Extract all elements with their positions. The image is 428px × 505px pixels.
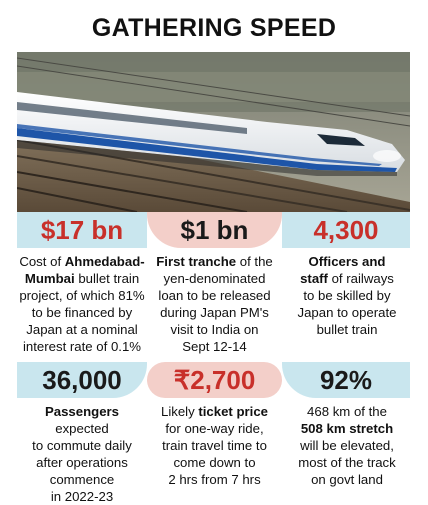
stat-cell-ticket-price: ₹2,700 — [147, 362, 282, 398]
desc-cost-text-e: project, of which 81% — [19, 288, 145, 303]
desc-cost-text-g: Japan at a nominal — [26, 322, 138, 337]
desc-officers-text-f: bullet train — [316, 322, 378, 337]
desc-passengers-text-e: commence — [49, 472, 115, 487]
desc-tranche-text-b: of the — [236, 254, 273, 269]
desc-elevated-text-d: most of the track — [298, 455, 396, 470]
desc-ticket-price: Likely ticket price for one-way ride, tr… — [147, 403, 282, 488]
desc-officers-text-e: Japan to operate — [297, 305, 397, 320]
stat-band-row-2: 36,000 ₹2,700 92% — [17, 362, 410, 398]
desc-ticket-text-d: train travel time to — [162, 438, 267, 453]
stat-cell-officers: 4,300 — [282, 212, 410, 248]
desc-elevated-bold-b: 508 km stretch — [300, 421, 394, 436]
desc-passengers-text-c: to commute daily — [32, 438, 132, 453]
desc-passengers-text-b: expected — [55, 421, 109, 436]
desc-officers-bold-b: staff — [300, 271, 328, 286]
desc-officers-text-c: of railways — [327, 271, 394, 286]
desc-tranche-text-e: during Japan PM's — [160, 305, 269, 320]
desc-cost: Cost of Ahmedabad- Mumbai bullet train p… — [17, 253, 147, 355]
desc-ticket-text-f: 2 hrs from 7 hrs — [168, 472, 261, 487]
stat-cell-cost: $17 bn — [17, 212, 147, 248]
desc-cost-text-d: bullet train — [74, 271, 140, 286]
desc-first-tranche: First tranche of the yen-denominated loa… — [147, 253, 282, 355]
desc-passengers-bold-a: Passengers — [44, 404, 120, 419]
desc-cost-bold-b: Mumbai — [24, 271, 75, 286]
desc-elevated-text-e: on govt land — [311, 472, 383, 487]
stat-cell-first-tranche: $1 bn — [147, 212, 282, 248]
bullet-train-photo — [17, 52, 410, 212]
desc-tranche-text-d: loan to be released — [158, 288, 271, 303]
desc-cost-text-f: to be financed by — [31, 305, 133, 320]
stat-value-first-tranche: $1 bn — [180, 214, 249, 245]
desc-cost-bold-a: Ahmedabad- — [64, 254, 145, 269]
desc-passengers-text-d: after operations — [36, 455, 128, 470]
stat-value-passengers: 36,000 — [42, 364, 122, 395]
desc-tranche-text-g: Sept 12-14 — [182, 339, 247, 354]
desc-cost-text-h: interest rate of 0.1% — [22, 339, 142, 354]
desc-officers: Officers and staff of railways to be ski… — [284, 253, 410, 338]
stat-cell-passengers: 36,000 — [17, 362, 147, 398]
stat-cell-elevated: 92% — [282, 362, 410, 398]
desc-officers-bold-a: Officers and — [308, 254, 386, 269]
page-title: GATHERING SPEED — [91, 14, 337, 42]
stat-band-row-1: $17 bn $1 bn 4,300 — [17, 212, 410, 248]
desc-ticket-text-e: come down to — [173, 455, 256, 470]
desc-ticket-text-c: for one-way ride, — [165, 421, 264, 436]
desc-ticket-bold-b: ticket price — [198, 404, 269, 419]
desc-elevated: 468 km of the 508 km stretch will be ele… — [284, 403, 410, 488]
desc-officers-text-d: to be skilled by — [303, 288, 391, 303]
stat-value-ticket-price: ₹2,700 — [173, 364, 256, 395]
desc-cost-text-a: Cost of — [19, 254, 65, 269]
desc-passengers-text-f: in 2022-23 — [50, 489, 114, 504]
desc-elevated-text-a: 468 km of the — [307, 404, 387, 419]
desc-tranche-bold-a: First tranche — [156, 254, 237, 269]
desc-tranche-text-c: yen-denominated — [163, 271, 266, 286]
desc-passengers: Passengers expected to commute daily aft… — [17, 403, 147, 505]
desc-elevated-text-c: will be elevated, — [300, 438, 394, 453]
desc-ticket-text-a: Likely — [160, 404, 199, 419]
stat-value-elevated: 92% — [319, 364, 373, 395]
stat-value-officers: 4,300 — [313, 214, 379, 245]
stat-value-cost: $17 bn — [40, 214, 124, 245]
desc-tranche-text-f: visit to India on — [170, 322, 259, 337]
